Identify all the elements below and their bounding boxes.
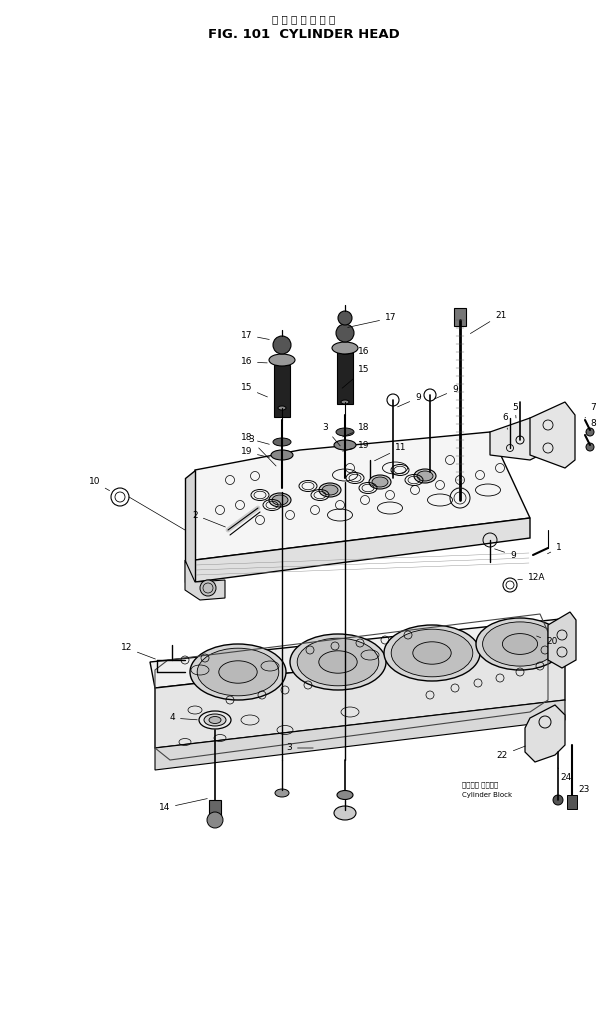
Ellipse shape [337,791,353,799]
Text: 7: 7 [585,404,596,418]
Ellipse shape [271,450,293,460]
Ellipse shape [197,648,279,696]
Circle shape [586,443,594,451]
Ellipse shape [322,485,338,495]
Bar [337,352,353,404]
Ellipse shape [391,630,473,676]
Polygon shape [548,612,576,668]
Ellipse shape [369,475,391,489]
Ellipse shape [199,711,231,729]
Ellipse shape [334,806,356,820]
Circle shape [336,324,354,342]
Text: 19: 19 [343,440,370,451]
Text: 3: 3 [248,435,276,466]
Ellipse shape [297,638,379,685]
Ellipse shape [336,428,354,436]
Ellipse shape [372,477,388,487]
Text: 12A: 12A [518,574,546,582]
Polygon shape [155,700,565,770]
Polygon shape [490,418,540,460]
Ellipse shape [204,714,226,726]
Ellipse shape [341,400,349,404]
Ellipse shape [209,717,221,724]
Text: 8: 8 [586,419,596,433]
Ellipse shape [502,634,538,654]
Polygon shape [150,618,570,689]
Text: 9: 9 [495,549,516,560]
Polygon shape [525,705,565,762]
Text: 4: 4 [169,714,197,723]
Polygon shape [185,470,195,582]
Text: 21: 21 [470,310,506,334]
Ellipse shape [269,493,291,507]
Polygon shape [195,518,530,582]
Polygon shape [185,560,225,600]
Polygon shape [155,642,565,748]
Ellipse shape [190,644,286,700]
Ellipse shape [219,661,257,683]
Bar [209,800,221,816]
Text: 18: 18 [343,424,370,437]
Ellipse shape [482,622,557,666]
Text: 18: 18 [241,434,269,444]
Ellipse shape [332,342,358,354]
Circle shape [273,336,291,354]
Text: 17: 17 [241,331,269,340]
Text: 15: 15 [342,365,370,388]
Text: 12: 12 [121,644,155,659]
Text: FIG. 101  CYLINDER HEAD: FIG. 101 CYLINDER HEAD [208,28,400,41]
Text: シ リ ン ダ ヘ ッ ド: シ リ ン ダ ヘ ッ ド [272,14,336,24]
Text: 1: 1 [547,544,561,554]
Polygon shape [530,402,575,468]
Text: 3: 3 [322,424,340,446]
Bar [567,795,577,809]
Text: 2: 2 [192,510,225,527]
Text: 16: 16 [241,358,267,366]
Text: シリンダ ブロック: シリンダ ブロック [462,782,498,788]
Ellipse shape [290,634,386,690]
Text: 9: 9 [398,393,421,407]
Ellipse shape [269,354,295,366]
Ellipse shape [278,406,286,410]
Text: 24: 24 [558,768,571,783]
Ellipse shape [476,618,564,670]
Text: 22: 22 [497,746,526,759]
Text: 5: 5 [512,404,518,418]
Text: 15: 15 [241,383,267,396]
Text: Cylinder Block: Cylinder Block [462,792,512,798]
Text: 10: 10 [88,478,110,491]
Ellipse shape [275,789,289,797]
Ellipse shape [273,438,291,446]
Ellipse shape [414,469,436,483]
Circle shape [553,795,563,805]
Text: 6: 6 [502,414,508,429]
Text: 11: 11 [375,443,406,460]
Text: 19: 19 [241,447,269,457]
Text: 16: 16 [343,348,370,357]
Ellipse shape [319,651,357,673]
Ellipse shape [334,440,356,450]
Circle shape [207,812,223,828]
Circle shape [338,311,352,325]
Text: 14: 14 [158,799,207,812]
Text: 20: 20 [537,636,557,647]
Polygon shape [195,432,530,560]
Ellipse shape [413,642,451,664]
Text: 3: 3 [286,743,313,752]
Ellipse shape [417,470,433,481]
Bar [274,365,290,417]
Bar [454,308,466,325]
Circle shape [200,580,216,596]
Circle shape [586,428,594,436]
Ellipse shape [384,625,480,681]
Ellipse shape [272,495,288,505]
Ellipse shape [319,483,341,497]
Text: 17: 17 [348,313,396,328]
Text: 9: 9 [435,385,458,399]
Text: 23: 23 [572,785,590,795]
